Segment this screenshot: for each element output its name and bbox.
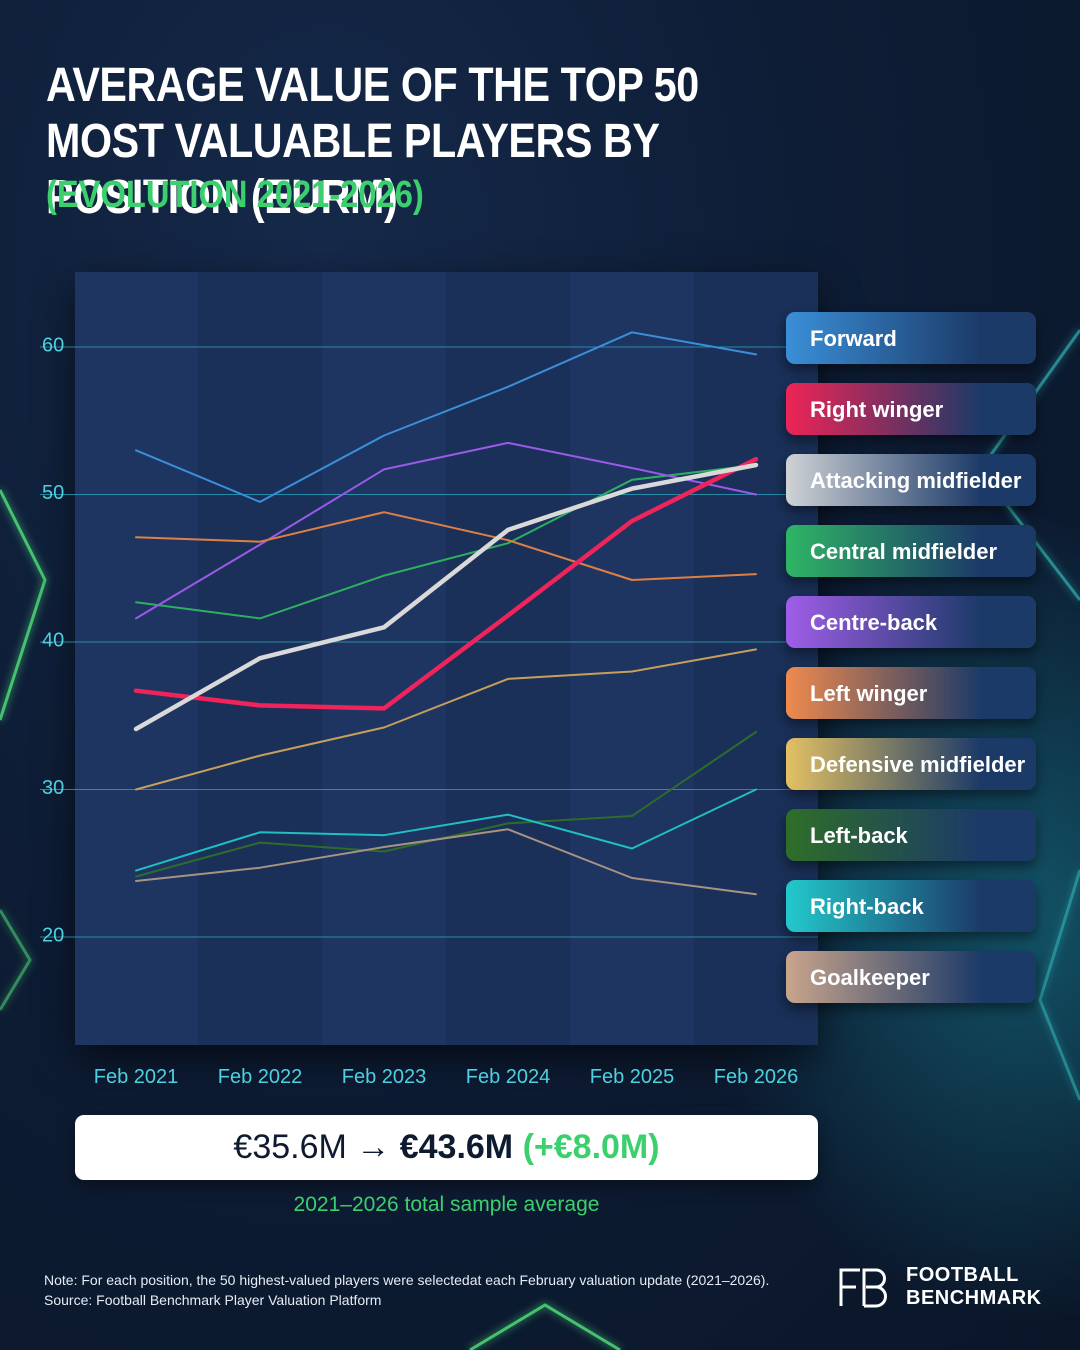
y-tick-label: 40 xyxy=(42,629,64,651)
legend-label: Centre-back xyxy=(810,610,938,635)
column-band xyxy=(75,272,198,1045)
brand-line-2: BENCHMARK xyxy=(906,1287,1042,1309)
x-tick-label: Feb 2025 xyxy=(590,1066,675,1088)
series-line-attacking-midfielder xyxy=(133,462,759,732)
legend-label: Defensive midfielder xyxy=(810,752,1026,777)
legend: Forward Right winger Attacking midfielder C… xyxy=(786,312,1036,1022)
fb-logo-icon xyxy=(839,1268,887,1308)
legend-item: Attacking midfielder xyxy=(786,454,1036,506)
series-line-goalkeeper xyxy=(135,828,757,896)
legend-label: Central midfielder xyxy=(810,539,998,564)
y-axis-ticks: 20 30 40 50 60 xyxy=(42,334,64,946)
legend-item: Central midfielder xyxy=(786,525,1036,577)
y-tick-label: 60 xyxy=(42,334,64,356)
x-tick-label: Feb 2023 xyxy=(342,1066,427,1088)
page-subtitle: (EVOLUTION 2021-2026) xyxy=(46,174,424,216)
brand-logo: FOOTBALL BENCHMARK xyxy=(838,1262,1048,1312)
series-lines xyxy=(133,331,759,896)
legend-label: Attacking midfielder xyxy=(810,468,1022,493)
page-title: AVERAGE VALUE OF THE TOP 50 MOST VALUABL… xyxy=(46,59,699,224)
summary-delta: (+€8.0M) xyxy=(522,1128,660,1166)
legend-label: Right-back xyxy=(810,894,924,919)
legend-label: Forward xyxy=(810,326,897,351)
y-tick-label: 50 xyxy=(42,482,64,504)
column-band xyxy=(570,272,694,1045)
legend-item: Right-back xyxy=(786,880,1036,932)
x-axis-ticks: Feb 2021 Feb 2022 Feb 2023 Feb 2024 Feb 2025… xyxy=(94,1066,799,1088)
y-tick-label: 20 xyxy=(42,924,64,946)
y-tick-label: 30 xyxy=(42,777,64,799)
legend-label: Goalkeeper xyxy=(810,965,930,990)
note-text: Note: For each position, the 50 highest-… xyxy=(44,1272,770,1288)
summary-caption: 2021–2026 total sample average xyxy=(293,1193,600,1216)
legend-item: Defensive midfielder xyxy=(786,738,1036,790)
arrow-icon: → xyxy=(356,1128,391,1166)
series-line-central-midfielder xyxy=(135,464,757,620)
series-line-forward xyxy=(135,331,757,503)
series-line-centre-back xyxy=(135,441,757,620)
summary-from-value: €35.6M xyxy=(233,1128,347,1166)
brand-name: FOOTBALL BENCHMARK xyxy=(906,1264,1042,1310)
x-tick-label: Feb 2026 xyxy=(714,1066,799,1088)
x-tick-label: Feb 2024 xyxy=(466,1066,551,1088)
source-text: Source: Football Benchmark Player Valuat… xyxy=(44,1292,382,1308)
series-line-right-winger xyxy=(133,456,759,711)
summary-box: €35.6M → €43.6M (+€8.0M) xyxy=(75,1115,818,1180)
legend-item: Goalkeeper xyxy=(786,951,1036,1003)
legend-item: Centre-back xyxy=(786,596,1036,648)
column-band xyxy=(322,272,446,1045)
legend-label: Right winger xyxy=(810,397,944,422)
footnote: Note: For each position, the 50 highest-… xyxy=(44,1270,824,1310)
series-line-left-winger xyxy=(135,511,757,581)
legend-label: Left-back xyxy=(810,823,908,848)
column-band xyxy=(446,272,570,1045)
legend-item: Left winger xyxy=(786,667,1036,719)
legend-item: Right winger xyxy=(786,383,1036,435)
series-line-defensive-midfielder xyxy=(135,648,757,791)
x-tick-label: Feb 2022 xyxy=(218,1066,303,1088)
brand-line-1: FOOTBALL xyxy=(906,1264,1019,1286)
series-line-right-back xyxy=(135,788,757,872)
x-tick-label: Feb 2021 xyxy=(94,1066,179,1088)
legend-item: Left-back xyxy=(786,809,1036,861)
legend-item: Forward xyxy=(786,312,1036,364)
legend-label: Left winger xyxy=(810,681,928,706)
summary-to-value: €43.6M xyxy=(399,1128,514,1166)
